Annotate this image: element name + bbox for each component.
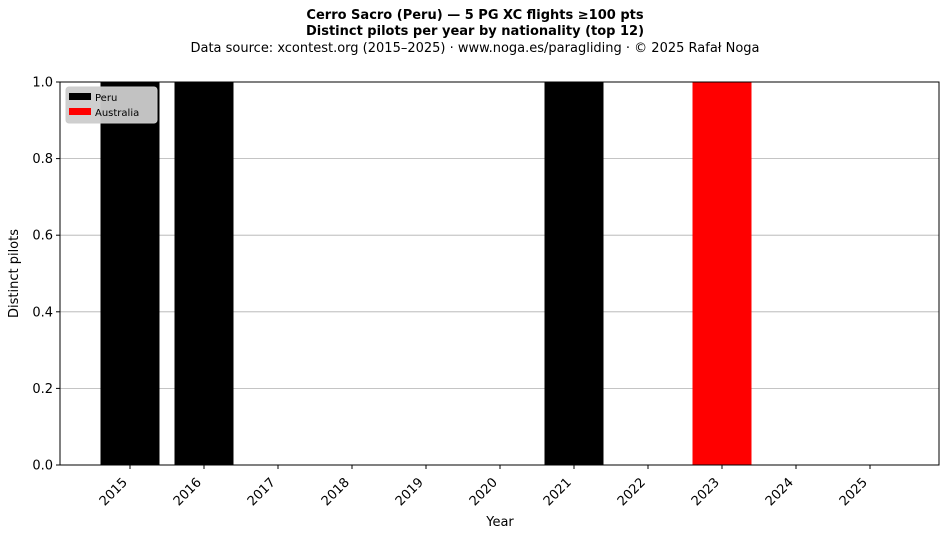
x-tick-label: 2016 (171, 475, 205, 509)
x-axis-label: Year (485, 515, 514, 530)
data-source-note: Data source: xcontest.org (2015–2025) · … (190, 41, 760, 56)
chart-titles: Cerro Sacro (Peru) — 5 PG XC flights ≥10… (0, 8, 950, 57)
bar (174, 82, 234, 465)
legend-swatch (69, 93, 91, 100)
x-axis: 2015 2016 2017 2018 2019 2020 2021 2022 2023 2024… (97, 465, 871, 509)
x-tick-label: 2024 (763, 475, 797, 509)
y-tick-label: 0.8 (32, 152, 53, 167)
x-tick-label: 2021 (541, 475, 575, 509)
legend-label: Peru (95, 93, 117, 104)
y-tick-label: 0.2 (32, 382, 53, 397)
y-tick-label: 0.4 (32, 305, 53, 320)
bar (100, 82, 160, 465)
y-tick-label: 1.0 (32, 76, 53, 91)
x-tick-label: 2023 (689, 475, 723, 509)
legend-label: Australia (95, 108, 139, 119)
x-tick-label: 2019 (393, 475, 427, 509)
x-tick-label: 2017 (245, 475, 279, 509)
legend-swatch (69, 108, 91, 115)
x-tick-label: 2022 (615, 475, 649, 509)
legend: Peru Australia (65, 86, 158, 124)
x-tick-label: 2020 (467, 475, 501, 509)
y-tick-label: 0.6 (32, 229, 53, 244)
bar (544, 82, 604, 465)
chart-subtitle: Distinct pilots per year by nationality … (305, 24, 645, 39)
x-tick-label: 2025 (837, 475, 871, 509)
bars-layer (100, 82, 752, 465)
y-axis-label: Distinct pilots (7, 229, 22, 318)
y-axis: 0.0 0.2 0.4 0.6 0.8 1.0 (32, 76, 60, 474)
x-tick-label: 2018 (319, 475, 353, 509)
bar (692, 82, 752, 465)
x-tick-label: 2015 (97, 475, 131, 509)
chart-title: Cerro Sacro (Peru) — 5 PG XC flights ≥10… (306, 8, 644, 23)
y-tick-label: 0.0 (32, 459, 53, 474)
